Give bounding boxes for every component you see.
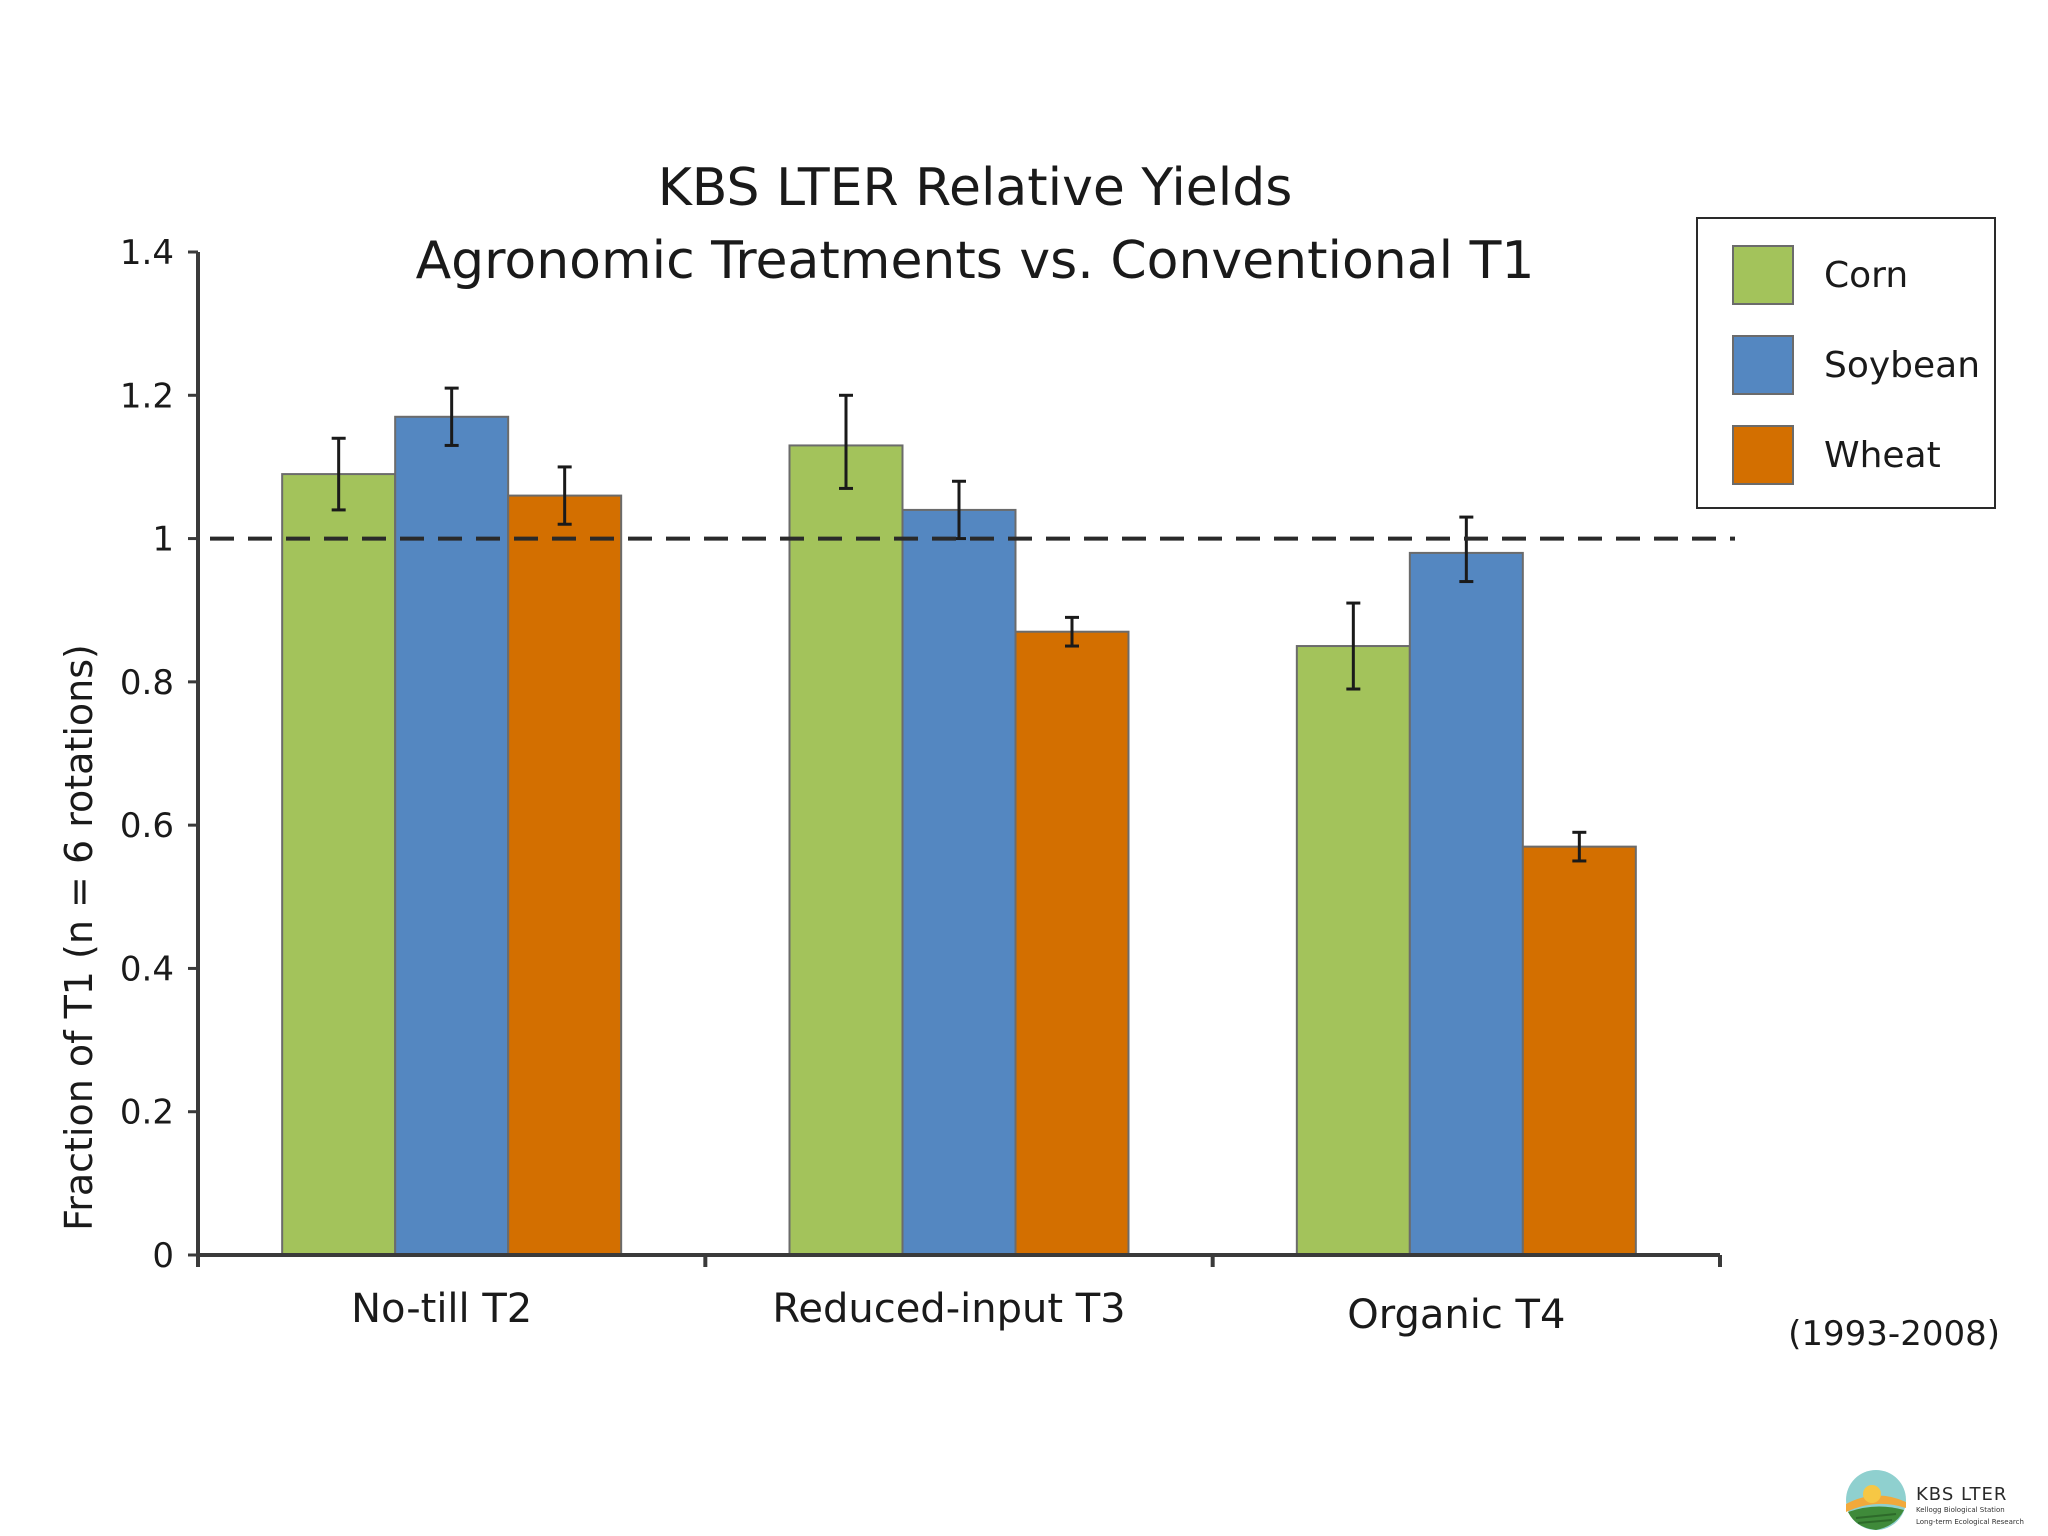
error-bars-layer xyxy=(331,386,1587,863)
chart-title: KBS LTER Relative Yields Agronomic Treatm… xyxy=(416,158,1535,291)
legend: Corn Soybean Wheat xyxy=(1696,217,1996,509)
y-axis-title: Fraction of T1 (n = 6 rotations) xyxy=(57,644,101,1231)
logo-subtitle-1: Kellogg Biological Station xyxy=(1916,1506,2005,1514)
category-label-2: Reduced-input T3 xyxy=(772,1286,1125,1332)
bar-soybean-3 xyxy=(1408,551,1524,1256)
y-ticks-layer: 0 0.2 0.4 0.6 0.8 1 1.2 1.4 xyxy=(120,233,198,1276)
y-tick-label: 1.4 xyxy=(120,233,174,273)
error-bar-soybean-3 xyxy=(1459,515,1474,584)
bar-soybean-1 xyxy=(394,415,510,1256)
y-tick-label: 1.2 xyxy=(120,376,174,416)
bar-corn-1 xyxy=(281,473,397,1257)
bar-soybean-2 xyxy=(901,508,1017,1256)
bars-layer xyxy=(281,415,1637,1257)
y-tick-label: 0.8 xyxy=(120,663,174,703)
logo-subtitle-2: Long-term Ecological Research xyxy=(1916,1518,2024,1526)
y-tick-label: 1 xyxy=(152,520,174,560)
chart-title-line-1: KBS LTER Relative Yields xyxy=(658,158,1293,218)
kbs-lter-logo: KBS LTER Kellogg Biological Station Long… xyxy=(1846,1470,2024,1530)
logo-title: KBS LTER xyxy=(1916,1484,2007,1505)
category-label-3: Organic T4 xyxy=(1347,1292,1565,1338)
error-bar-wheat-3 xyxy=(1572,830,1587,863)
y-tick-label: 0.6 xyxy=(120,806,174,846)
legend-label-corn: Corn xyxy=(1824,255,1908,296)
bar-wheat-2 xyxy=(1014,630,1130,1256)
y-tick-label: 0 xyxy=(152,1236,174,1276)
error-bar-corn-2 xyxy=(839,393,853,490)
legend-swatch-wheat xyxy=(1732,425,1794,485)
error-bar-soybean-1 xyxy=(444,386,459,447)
y-tick-label: 0.4 xyxy=(120,949,174,989)
chart-title-line-2: Agronomic Treatments vs. Conventional T1 xyxy=(416,231,1535,291)
period-note: (1993-2008) xyxy=(1788,1314,2000,1354)
error-bar-corn-1 xyxy=(331,436,346,512)
bar-corn-3 xyxy=(1295,645,1411,1256)
axes-layer xyxy=(196,252,1722,1267)
bar-wheat-1 xyxy=(507,494,623,1257)
legend-swatch-corn xyxy=(1732,245,1794,305)
legend-swatch-soybean xyxy=(1732,335,1794,395)
error-bar-wheat-1 xyxy=(557,465,572,526)
bar-corn-2 xyxy=(788,444,904,1256)
error-bar-wheat-2 xyxy=(1065,615,1079,648)
y-axis-title-layer: Fraction of T1 (n = 6 rotations) xyxy=(57,644,101,1231)
legend-label-wheat: Wheat xyxy=(1824,435,1941,476)
logo-emblem-icon xyxy=(1846,1470,1906,1530)
y-tick-label: 0.2 xyxy=(120,1093,174,1133)
category-label-1: No-till T2 xyxy=(351,1286,532,1332)
legend-label-soybean: Soybean xyxy=(1824,345,1980,386)
error-bar-corn-3 xyxy=(1346,601,1361,691)
category-labels-layer: No-till T2 Reduced-input T3 Organic T4 xyxy=(351,1286,1565,1338)
bar-wheat-3 xyxy=(1521,845,1637,1257)
